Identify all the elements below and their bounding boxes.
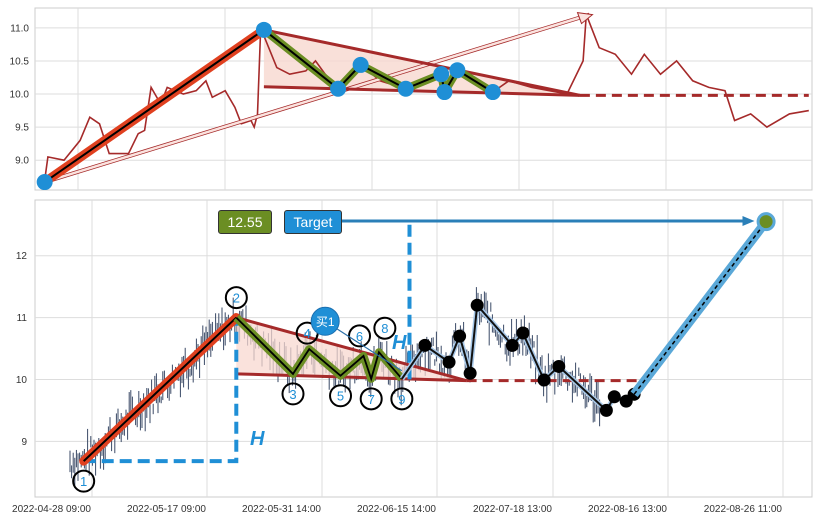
wave-label-7: 7 — [359, 387, 383, 411]
x-tick-label: 2022-08-16 13:00 — [588, 504, 667, 515]
buy-marker-label: 买1 — [316, 315, 335, 329]
bottom-triangle-lower — [236, 372, 467, 383]
h-label: H — [392, 332, 407, 354]
wave-label-circle — [224, 286, 248, 310]
x-tick-label: 2022-08-26 11:00 — [704, 504, 783, 515]
top-pivot-point — [352, 56, 369, 73]
wave-label-circle — [281, 382, 305, 406]
projection-point — [516, 326, 530, 340]
x-tick-label: 2022-05-17 09:00 — [127, 504, 206, 515]
target-box: Target — [284, 210, 342, 234]
h-label: H — [250, 428, 265, 450]
projection-point — [537, 373, 551, 387]
wave-label-circle — [359, 387, 383, 411]
wave-label-circle — [329, 384, 353, 408]
x-tick-label: 2022-07-18 13:00 — [473, 504, 552, 515]
top-up-leg-core — [44, 29, 265, 183]
bottom-y-tick-label: 10 — [16, 375, 28, 386]
top-triangle-upper — [263, 28, 581, 97]
projection-point — [599, 403, 613, 417]
x-tick-label: 2022-06-15 14:00 — [357, 504, 436, 515]
bottom-y-tick-label: 9 — [21, 437, 27, 448]
projection-point — [470, 298, 484, 312]
projection-point — [453, 329, 467, 343]
wave-label-5: 5 — [329, 384, 353, 408]
value-box: 12.55 — [218, 210, 272, 234]
projection-point — [505, 338, 519, 352]
bottom-y-tick-label: 11 — [17, 313, 28, 324]
top-pivot-point — [449, 62, 466, 79]
x-tick-label: 2022-04-28 09:00 — [12, 504, 91, 515]
h-measure-line — [83, 317, 239, 464]
wave-label-1: 1 — [72, 469, 96, 493]
projection-point — [463, 366, 477, 380]
wave-label-8: 8 — [373, 316, 397, 340]
wave-label-text: 1 — [80, 474, 87, 489]
wave-label-circle — [72, 469, 96, 493]
top-y-tick-label: 10.5 — [10, 56, 30, 67]
wave-label-circle — [390, 387, 414, 411]
projection-point — [607, 390, 621, 404]
projection-point — [552, 359, 566, 373]
target-leg-core — [633, 221, 767, 395]
top-pivot-point — [330, 80, 347, 97]
x-tick-label: 2022-05-31 14:00 — [242, 504, 321, 515]
top-arrow — [44, 13, 590, 184]
wave-label-9: 9 — [390, 387, 414, 411]
top-arrow-head — [576, 11, 594, 25]
wave-label-circle — [348, 324, 372, 348]
wave-label-2: 2 — [224, 286, 248, 310]
wave-label-circle — [373, 316, 397, 340]
wave-label-text: 3 — [289, 387, 296, 402]
top-y-tick-label: 9.0 — [15, 156, 29, 167]
target-arrow-head — [742, 216, 755, 226]
projection-point — [442, 355, 456, 369]
top-pivot-point — [397, 80, 414, 97]
wave-label-text: 2 — [233, 291, 240, 306]
wave-label-text: 6 — [356, 329, 363, 344]
buy-arrow — [324, 320, 403, 372]
bottom-triangle-upper — [235, 316, 468, 383]
top-y-tick-label: 11.0 — [10, 23, 29, 34]
wave-label-text: 7 — [368, 392, 375, 407]
top-pivot-point — [255, 21, 272, 38]
bottom-zigzag-core — [235, 316, 403, 382]
wave-label-3: 3 — [281, 382, 305, 406]
top-pivot-point — [436, 84, 453, 101]
wave-label-text: 5 — [337, 389, 344, 404]
projection-point — [418, 338, 432, 352]
top-triangle-lower — [263, 85, 580, 97]
wave-label-text: 9 — [398, 392, 405, 407]
top-pivot-point — [433, 66, 450, 83]
top-price-line — [43, 14, 809, 181]
top-pivot-point — [36, 174, 53, 191]
target-point — [756, 212, 776, 232]
buy-marker — [310, 306, 340, 336]
top-plot-area — [34, 7, 813, 191]
top-pivot-point — [484, 84, 501, 101]
top-y-tick-label: 9.5 — [15, 123, 29, 134]
wave-label-6: 6 — [348, 324, 372, 348]
top-y-tick-label: 10.0 — [10, 90, 30, 101]
wave-label-text: 8 — [381, 321, 388, 336]
bottom-y-tick-label: 12 — [16, 251, 28, 262]
wave-label-text: 4 — [304, 326, 311, 341]
bottom-up-leg-core — [82, 316, 238, 462]
